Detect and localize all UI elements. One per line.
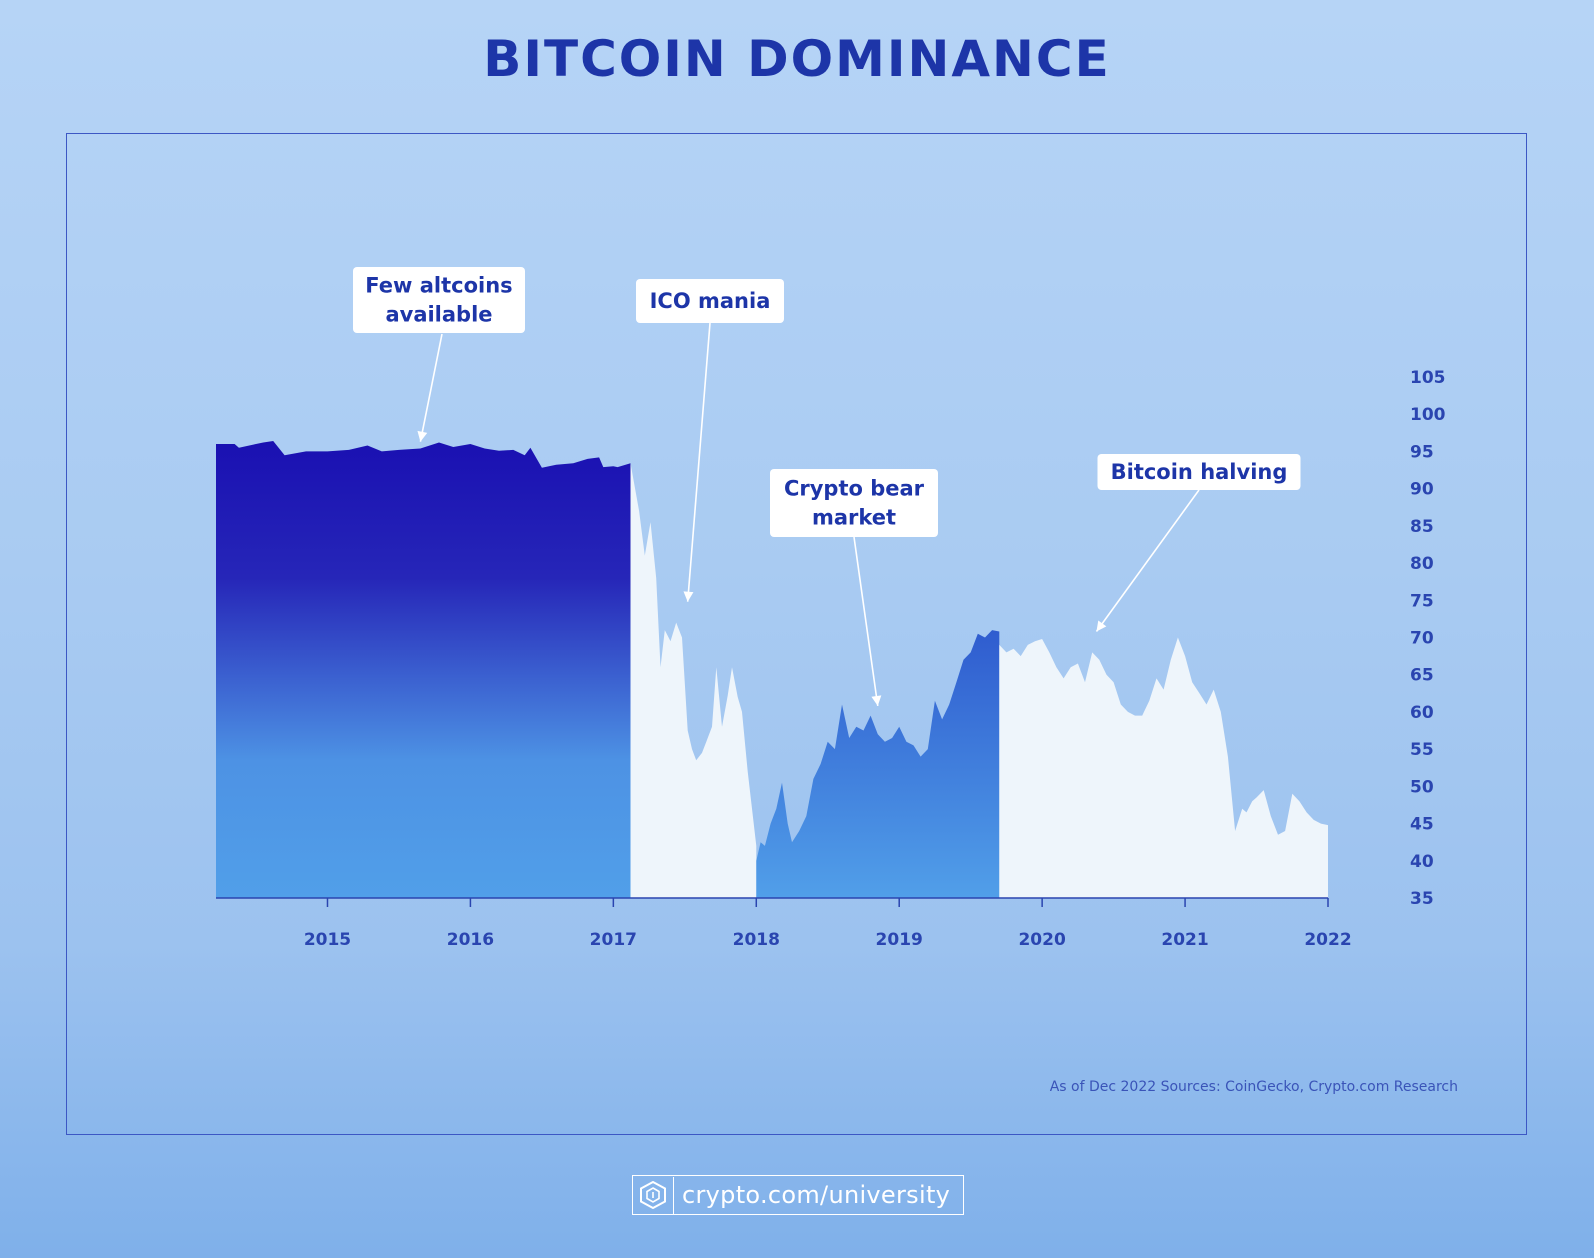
annotation-callout: Crypto bear market xyxy=(770,469,938,707)
y-tick-label: 105 xyxy=(1410,368,1446,388)
crypto-com-logo-icon xyxy=(633,1176,674,1214)
footer-badge[interactable]: crypto.com/university xyxy=(632,1175,964,1215)
y-tick-label: 75 xyxy=(1410,591,1434,611)
annotation-arrow xyxy=(1095,489,1200,632)
y-tick-label: 45 xyxy=(1410,815,1434,835)
chart-title: BITCOIN DOMINANCE xyxy=(483,30,1111,88)
x-tick-label: 2015 xyxy=(304,930,351,950)
y-tick-label: 100 xyxy=(1410,405,1446,425)
annotation-box xyxy=(770,469,938,537)
x-tick-label: 2017 xyxy=(590,930,637,950)
area-bear-market xyxy=(756,630,1000,898)
annotation-arrowhead xyxy=(1096,620,1107,632)
annotation-label: Bitcoin halving xyxy=(1111,460,1288,484)
y-tick-label: 50 xyxy=(1410,777,1434,797)
annotation-label: ICO mania xyxy=(650,289,771,313)
y-tick-label: 70 xyxy=(1410,629,1434,649)
x-tick-label: 2021 xyxy=(1161,930,1208,950)
y-tick-label: 80 xyxy=(1410,554,1434,574)
annotation-arrowhead xyxy=(417,430,428,442)
y-tick-label: 95 xyxy=(1410,442,1434,462)
x-tick-label: 2018 xyxy=(733,930,780,950)
x-tick-label: 2020 xyxy=(1018,930,1065,950)
y-tick-label: 60 xyxy=(1410,703,1434,723)
y-tick-label: 55 xyxy=(1410,740,1434,760)
x-tick-label: 2016 xyxy=(447,930,494,950)
annotation-arrow xyxy=(419,333,443,442)
chart-frame: 2015 2016 2017 2018 2019 2020 2021 2022 35 40 45 50… xyxy=(66,133,1527,1135)
area-few-altcoins xyxy=(216,441,631,898)
footer-url: crypto.com/university xyxy=(682,1181,951,1209)
x-tick-label: 2019 xyxy=(876,930,923,950)
area-post-halving xyxy=(999,637,1328,898)
dominance-chart: 2015 2016 2017 2018 2019 2020 2021 2022 35 40 45 50… xyxy=(216,267,1446,950)
y-tick-label: 90 xyxy=(1410,480,1434,500)
annotation-callout: ICO mania xyxy=(636,279,784,602)
source-note: As of Dec 2022 Sources: CoinGecko, Crypt… xyxy=(1049,1079,1458,1095)
annotation-arrow xyxy=(853,536,879,707)
annotation-arrow xyxy=(686,322,711,602)
annotation-label: Few altcoins available xyxy=(365,274,512,327)
annotation-callout: Few altcoins available xyxy=(353,267,525,442)
annotation-label: Crypto bear market xyxy=(784,477,925,530)
y-tick-label: 40 xyxy=(1410,852,1434,872)
y-tick-label: 65 xyxy=(1410,666,1434,686)
annotation-arrowhead xyxy=(683,591,694,602)
annotation-arrowhead xyxy=(871,695,882,706)
area-ico-mania xyxy=(630,463,757,898)
annotation-box xyxy=(1097,454,1301,490)
annotation-callout: Bitcoin halving xyxy=(1095,454,1301,632)
x-tick-label: 2022 xyxy=(1304,930,1351,950)
y-tick-label: 35 xyxy=(1410,889,1434,909)
annotation-box xyxy=(636,279,784,323)
annotation-box xyxy=(353,267,525,333)
y-tick-label: 85 xyxy=(1410,517,1434,537)
